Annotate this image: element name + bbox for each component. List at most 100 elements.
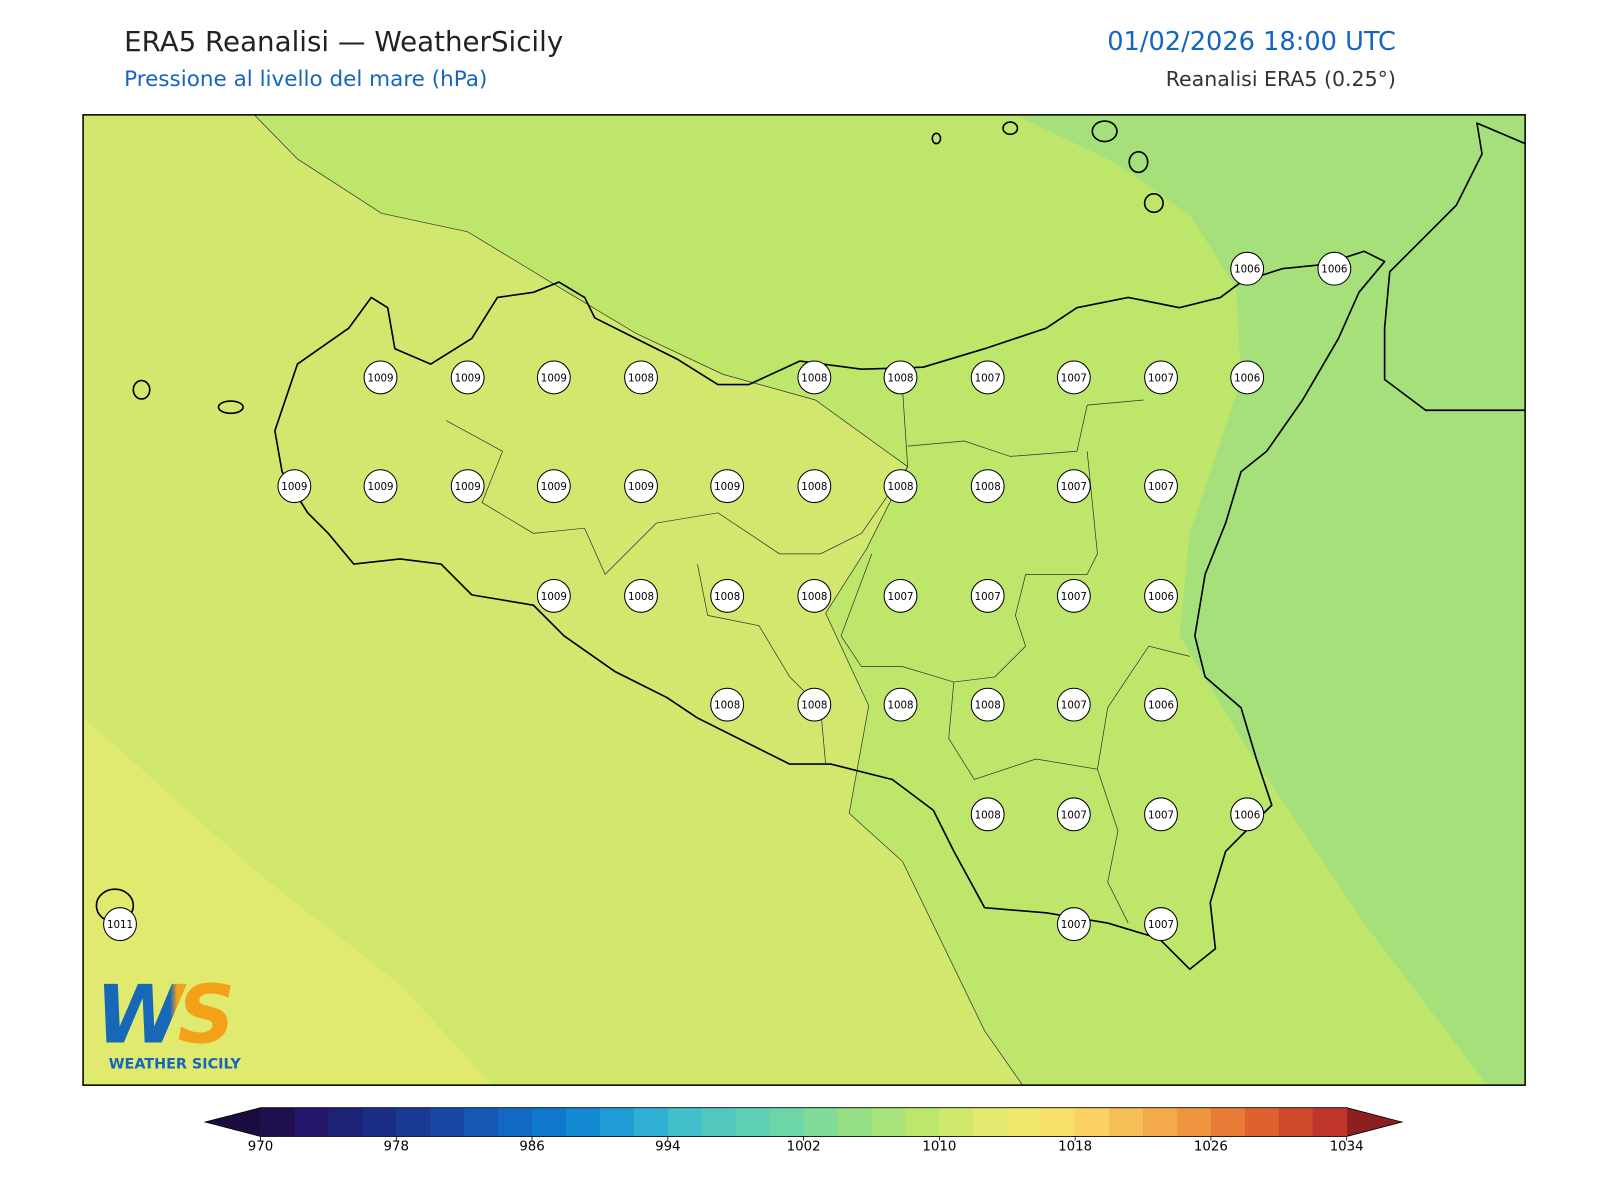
pressure-label: 1008	[801, 372, 827, 384]
pressure-label: 1007	[1061, 809, 1087, 821]
pressure-marker	[970, 687, 1005, 722]
island	[1091, 120, 1118, 143]
pressure-label: 1008	[975, 809, 1001, 821]
pressure-marker	[970, 797, 1005, 832]
island	[1128, 150, 1149, 174]
datetime: 01/02/2026 18:00 UTC	[1107, 27, 1396, 57]
pressure-marker	[1144, 578, 1178, 613]
colorbar-band	[939, 1107, 974, 1137]
pressure-marker	[624, 578, 658, 613]
island	[132, 379, 151, 400]
pressure-marker	[1056, 687, 1091, 722]
colorbar-band	[871, 1107, 906, 1137]
colorbar-band	[328, 1107, 363, 1137]
pressure-label: 1009	[541, 372, 567, 384]
map-frame	[82, 114, 1526, 1086]
colorbar-band	[905, 1107, 940, 1137]
colorbar-band	[1312, 1107, 1348, 1137]
pressure-marker	[1056, 469, 1091, 504]
pressure-label: 1006	[1148, 591, 1174, 603]
pressure-marker	[1144, 469, 1178, 504]
pressure-label: 1007	[1148, 809, 1174, 821]
colorbar-band	[973, 1107, 1008, 1137]
colorbar-tick-label: 970	[248, 1140, 273, 1155]
colorbar-band	[565, 1107, 601, 1137]
pressure-label: 1006	[1321, 264, 1347, 276]
coastline	[1383, 122, 1526, 412]
pressure-marker	[450, 469, 485, 504]
pressure-label: 1006	[1234, 264, 1260, 276]
pressure-label: 1009	[455, 481, 481, 493]
pressure-marker	[363, 469, 398, 504]
colorbar-band	[803, 1107, 839, 1137]
region-boundary	[254, 114, 1023, 1086]
pressure-marker	[1230, 797, 1265, 832]
pressure-label: 1007	[975, 591, 1001, 603]
pressure-label: 1007	[1061, 700, 1087, 712]
pressure-label: 1008	[628, 591, 654, 603]
pressure-marker	[1056, 360, 1091, 395]
island	[931, 132, 942, 145]
pressure-label: 1007	[1148, 919, 1174, 931]
pressure-label: 1008	[975, 481, 1001, 493]
colorbar-band	[498, 1107, 533, 1137]
colorbar-tick-label: 1018	[1058, 1140, 1092, 1155]
logo-mark: WS	[95, 968, 231, 1061]
colorbar-band	[464, 1107, 499, 1137]
colorbar-band	[532, 1107, 567, 1137]
island	[217, 400, 244, 415]
pressure-marker	[797, 687, 832, 722]
pressure-marker	[797, 360, 832, 395]
colorbar-tick-label: 1002	[787, 1140, 821, 1155]
source: Reanalisi ERA5 (0.25°)	[1166, 67, 1396, 91]
pressure-marker	[1144, 687, 1178, 722]
pressure-label: 1009	[367, 372, 393, 384]
colorbar-band	[633, 1107, 669, 1137]
pressure-marker	[1144, 907, 1178, 942]
subtitle: Pressione al livello del mare (hPa)	[124, 67, 487, 92]
pressure-marker	[1144, 360, 1178, 395]
colorbar-band	[769, 1107, 805, 1137]
colorbar-band	[837, 1107, 872, 1137]
pressure-marker	[710, 578, 745, 613]
colorbar-band	[667, 1107, 703, 1137]
pressure-label: 1008	[714, 591, 740, 603]
pressure-label: 1008	[801, 700, 827, 712]
logo-text: WEATHER SICILY	[109, 1057, 242, 1073]
pressure-label: 1011	[107, 919, 133, 931]
pressure-marker	[883, 469, 918, 504]
pressure-marker	[450, 360, 485, 395]
pressure-label: 1009	[541, 591, 567, 603]
colorbar-band	[1041, 1107, 1076, 1137]
pressure-marker	[363, 360, 398, 395]
colorbar-extension	[1346, 1107, 1403, 1137]
colorbar-tick-label: 1026	[1194, 1140, 1228, 1155]
pressure-label: 1006	[1234, 809, 1260, 821]
pressure-label: 1007	[1061, 481, 1087, 493]
pressure-label: 1008	[801, 591, 827, 603]
pressure-label: 1009	[541, 481, 567, 493]
pressure-label: 1009	[714, 481, 740, 493]
colorbar-tick-label: 994	[655, 1140, 680, 1155]
pressure-label: 1007	[1148, 481, 1174, 493]
pressure-label: 1007	[1061, 919, 1087, 931]
pressure-marker	[797, 469, 832, 504]
pressure-marker	[1230, 251, 1265, 286]
pressure-marker	[536, 469, 571, 504]
colorbar-band	[362, 1107, 397, 1137]
colorbar-band	[1210, 1107, 1246, 1137]
colorbar-band	[1109, 1107, 1144, 1137]
pressure-marker	[710, 469, 745, 504]
colorbar-extension	[205, 1107, 261, 1137]
colorbar-band	[735, 1107, 771, 1137]
pressure-label: 1007	[975, 372, 1001, 384]
pressure-label: 1006	[1148, 700, 1174, 712]
pressure-marker	[883, 360, 918, 395]
colorbar-tick-label: 978	[384, 1140, 409, 1155]
colorbar-band	[260, 1107, 295, 1137]
map: 1006 1006 1009 1009 1009 1008 1008 1008 1007 1007…	[82, 114, 1526, 1086]
pressure-marker	[536, 360, 571, 395]
colorbar-tick-label: 986	[519, 1140, 544, 1155]
colorbar-band	[1244, 1107, 1280, 1137]
